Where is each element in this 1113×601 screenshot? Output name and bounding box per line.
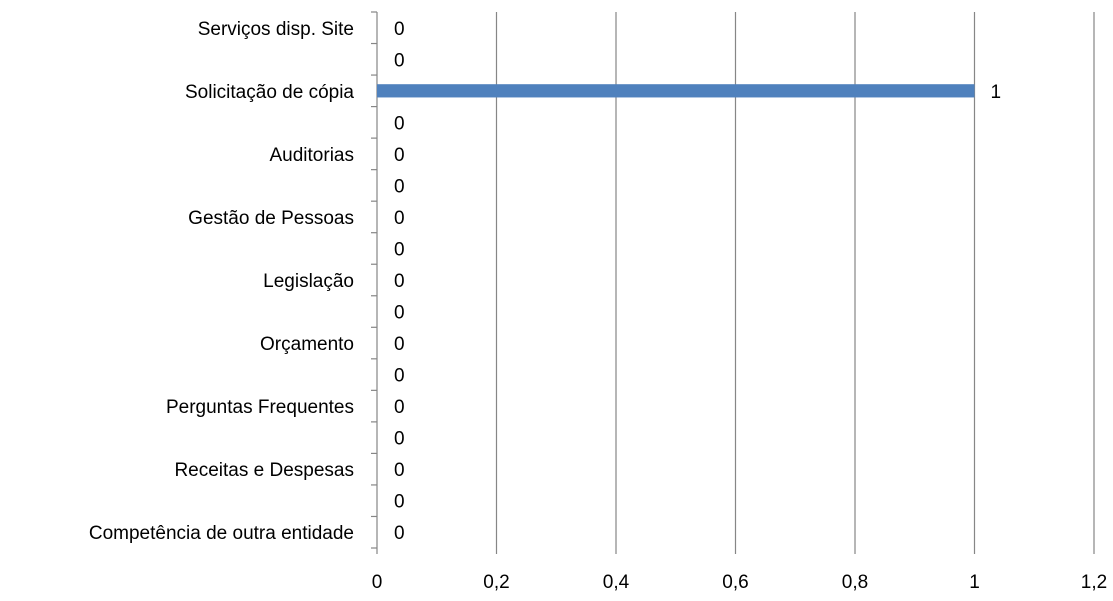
x-tick-label: 0,6 (722, 572, 748, 593)
data-label: 0 (394, 271, 405, 292)
data-label: 0 (394, 19, 405, 40)
data-label: 0 (394, 303, 405, 324)
category-label: Gestão de Pessoas (188, 208, 354, 229)
data-label: 0 (394, 176, 405, 197)
category-label: Orçamento (260, 334, 354, 355)
data-label: 0 (394, 397, 405, 418)
data-label: 1 (991, 82, 1002, 103)
bar (377, 84, 975, 98)
data-label: 0 (394, 145, 405, 166)
bars (377, 84, 975, 98)
data-label: 0 (394, 523, 405, 544)
category-label: Solicitação de cópia (185, 82, 354, 103)
data-label: 0 (394, 334, 405, 355)
category-label: Auditorias (270, 145, 355, 166)
x-tick-label: 1,2 (1081, 572, 1107, 593)
data-label: 0 (394, 239, 405, 260)
x-tick-label: 0,8 (842, 572, 868, 593)
gridlines (495, 12, 1095, 548)
x-tick-label: 1 (969, 572, 980, 593)
data-label: 0 (394, 492, 405, 513)
x-tick-label: 0,2 (483, 572, 509, 593)
data-label: 0 (394, 208, 405, 229)
category-label: Legislação (263, 271, 354, 292)
category-label: Perguntas Frequentes (166, 397, 354, 418)
x-tick-label: 0,4 (603, 572, 630, 593)
data-label: 0 (394, 113, 405, 134)
data-label: 0 (394, 50, 405, 71)
data-label: 0 (394, 460, 405, 481)
axes (371, 11, 1095, 554)
x-tick-label: 0 (372, 572, 383, 593)
labels: 0 0,2 0,4 0,6 0,8 1 1,2 0 Serviços disp. Site 0 1 S… (89, 19, 1107, 593)
category-label: Serviços disp. Site (198, 19, 354, 40)
data-label: 0 (394, 429, 405, 450)
category-label: Receitas e Despesas (174, 460, 354, 481)
category-label: Competência de outra entidade (89, 523, 354, 544)
data-label: 0 (394, 366, 405, 387)
